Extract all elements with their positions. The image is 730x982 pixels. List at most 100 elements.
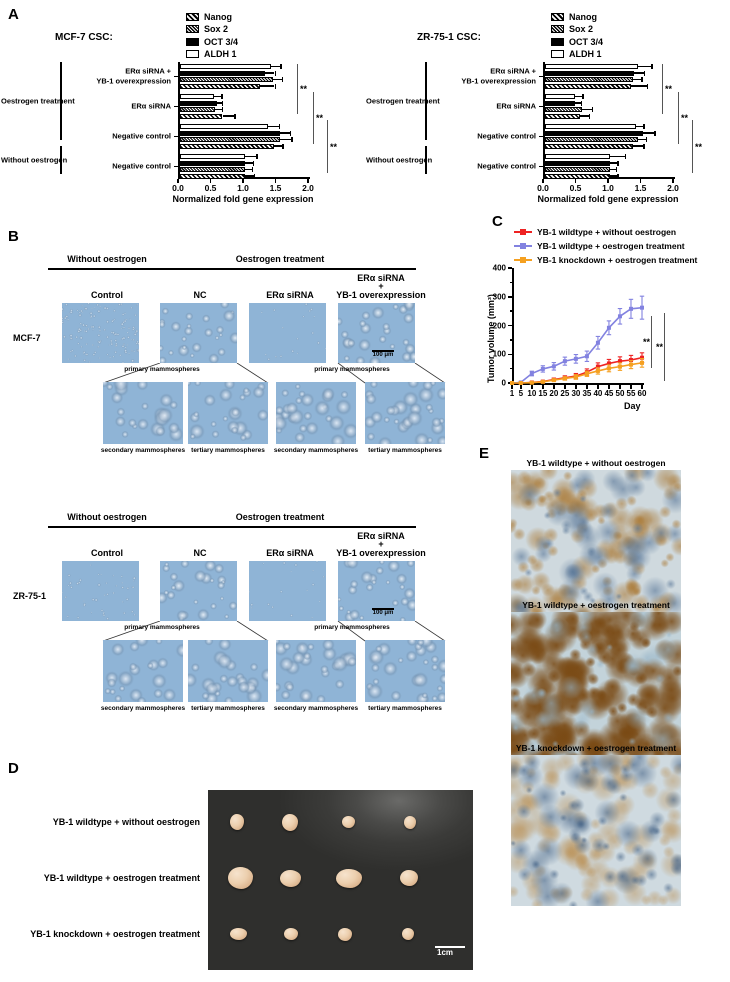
bar[interactable] — [179, 77, 274, 82]
error-cap[interactable] — [641, 77, 643, 83]
bar[interactable] — [179, 173, 245, 179]
y-axis[interactable] — [543, 62, 545, 177]
error-cap[interactable] — [253, 173, 256, 179]
group-bracket[interactable] — [60, 146, 62, 174]
ihc-image[interactable] — [511, 755, 681, 906]
x-tick[interactable] — [597, 384, 599, 389]
error-cap[interactable] — [651, 64, 653, 70]
y-tick[interactable] — [174, 135, 178, 138]
bar[interactable] — [544, 100, 576, 106]
scale-bar[interactable] — [435, 946, 465, 948]
micrograph[interactable] — [338, 303, 415, 363]
bar[interactable] — [544, 64, 639, 69]
y-tick[interactable] — [174, 75, 178, 78]
significance-bracket[interactable] — [664, 313, 666, 381]
micrograph-zoom[interactable] — [103, 640, 183, 702]
ihc-image[interactable] — [511, 470, 681, 621]
error-cap[interactable] — [291, 137, 293, 143]
error-cap[interactable] — [654, 130, 656, 136]
x-tick[interactable] — [607, 178, 609, 183]
x-tick[interactable] — [542, 178, 544, 183]
y-tick[interactable] — [174, 165, 178, 168]
bar[interactable] — [544, 113, 580, 119]
micrograph-zoom[interactable] — [103, 382, 183, 444]
error-bar[interactable] — [280, 132, 291, 134]
error-bar[interactable] — [260, 85, 275, 87]
error-bar[interactable] — [575, 95, 583, 98]
micrograph[interactable] — [338, 561, 415, 621]
bar[interactable] — [179, 143, 274, 149]
x-tick[interactable] — [608, 384, 610, 389]
error-cap[interactable] — [644, 70, 646, 76]
x-tick[interactable] — [177, 178, 179, 183]
y-tick[interactable] — [174, 105, 178, 108]
y-tick[interactable] — [539, 135, 543, 138]
error-bar[interactable] — [273, 145, 283, 147]
error-cap[interactable] — [588, 113, 591, 119]
error-bar[interactable] — [633, 145, 644, 147]
tumor-specimen[interactable] — [404, 815, 416, 829]
micrograph[interactable] — [249, 303, 326, 363]
error-bar[interactable] — [216, 102, 222, 104]
ihc-image[interactable] — [511, 612, 681, 763]
y-axis[interactable] — [512, 268, 514, 383]
error-bar[interactable] — [643, 132, 655, 134]
bar[interactable] — [544, 137, 638, 142]
group-bracket[interactable] — [425, 146, 427, 174]
bar[interactable] — [179, 94, 215, 99]
significance-bracket[interactable] — [662, 64, 664, 114]
error-bar[interactable] — [631, 85, 647, 87]
x-tick[interactable] — [307, 178, 309, 183]
x-tick[interactable] — [639, 178, 642, 183]
bar[interactable] — [544, 154, 610, 159]
micrograph-zoom[interactable] — [365, 640, 445, 702]
error-bar[interactable] — [633, 78, 642, 81]
y-minor-tick[interactable] — [509, 310, 512, 312]
error-bar[interactable] — [222, 115, 235, 117]
x-tick[interactable] — [542, 384, 544, 389]
y-tick[interactable] — [508, 296, 512, 298]
tumor-specimen[interactable] — [228, 867, 253, 889]
x-tick[interactable] — [553, 384, 555, 389]
micrograph[interactable] — [62, 561, 139, 621]
x-tick[interactable] — [274, 178, 277, 183]
x-tick[interactable] — [511, 384, 513, 389]
x-tick[interactable] — [630, 384, 632, 389]
error-bar[interactable] — [609, 168, 617, 171]
tumor-specimen[interactable] — [336, 868, 362, 888]
bar[interactable] — [544, 143, 633, 149]
error-bar[interactable] — [244, 175, 254, 177]
error-bar[interactable] — [582, 108, 593, 111]
y-tick[interactable] — [508, 353, 512, 356]
bar[interactable] — [544, 83, 632, 89]
error-bar[interactable] — [244, 162, 254, 164]
error-cap[interactable] — [234, 113, 236, 119]
significance-bracket[interactable] — [651, 316, 653, 368]
micrograph[interactable] — [160, 561, 237, 621]
bar[interactable] — [179, 64, 271, 69]
bar[interactable] — [179, 113, 223, 119]
x-tick[interactable] — [575, 384, 577, 389]
group-bracket[interactable] — [425, 62, 427, 140]
error-cap[interactable] — [624, 154, 626, 160]
significance-bracket[interactable] — [313, 92, 315, 144]
micrograph-zoom[interactable] — [188, 382, 268, 444]
bar[interactable] — [179, 167, 245, 172]
y-axis[interactable] — [178, 62, 180, 177]
error-cap[interactable] — [279, 124, 281, 130]
bar[interactable] — [544, 107, 583, 112]
x-tick[interactable] — [564, 384, 566, 389]
header-rule-right[interactable] — [145, 526, 416, 528]
error-cap[interactable] — [221, 107, 224, 113]
error-cap[interactable] — [617, 160, 619, 166]
bar[interactable] — [179, 100, 217, 106]
y-tick[interactable] — [539, 75, 543, 78]
bar[interactable] — [544, 130, 644, 136]
significance-bracket[interactable] — [692, 120, 694, 173]
x-tick[interactable] — [531, 384, 533, 389]
tumor-specimen[interactable] — [280, 869, 301, 887]
tumor-specimen[interactable] — [400, 870, 418, 886]
error-bar[interactable] — [609, 155, 625, 158]
bar[interactable] — [179, 107, 216, 112]
error-bar[interactable] — [273, 78, 282, 81]
